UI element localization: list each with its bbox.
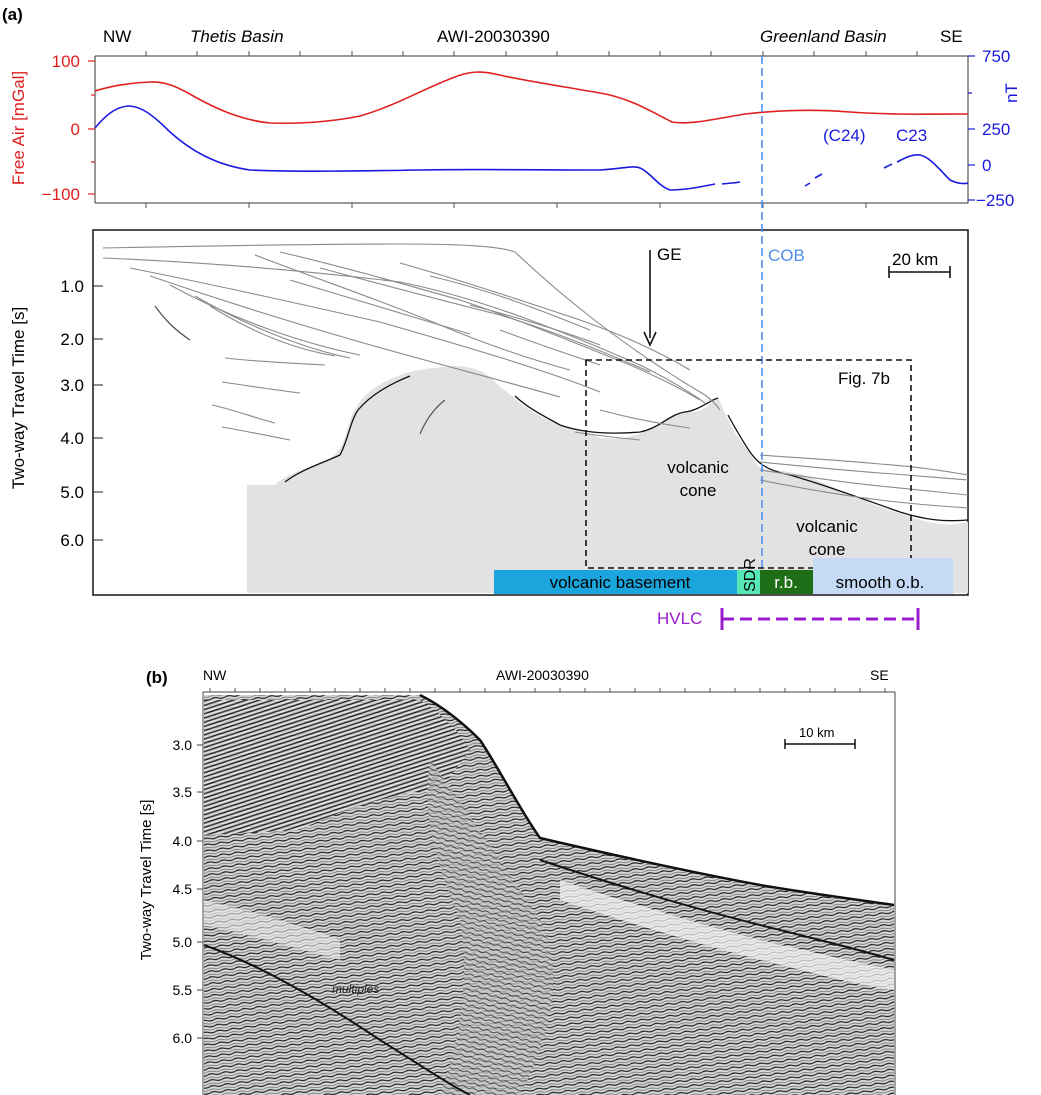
header-se: SE	[940, 27, 963, 46]
sediment-reflectors	[102, 243, 969, 509]
gravity-axis-title: Free Air [mGal]	[9, 71, 28, 185]
gravity-tick-100: 100	[52, 52, 80, 71]
panel-b-se: SE	[870, 667, 889, 683]
magnetic-axis: 750 250 0 −250 nT	[968, 47, 1021, 210]
magnetic-anomaly-segment-c24	[804, 173, 823, 187]
magnetic-tick-minus250: −250	[976, 191, 1014, 210]
section-tick-6: 6.0	[60, 531, 84, 550]
gravity-tick-0: 0	[71, 120, 80, 139]
seismic-tick-3-5: 3.5	[173, 784, 193, 800]
section-tick-1: 1.0	[60, 277, 84, 296]
hvlc-indicator: HVLC	[657, 608, 920, 630]
section-y-axis-title: Two-way Travel Time [s]	[9, 307, 28, 489]
fig-7b-inset-box	[585, 359, 912, 569]
seismic-y-axis: 3.0 3.5 4.0 4.5 5.0 5.5 6.0 Two-way Trav…	[138, 737, 203, 1046]
volcanic-cone-label-2-line1: volcanic	[796, 517, 858, 536]
magnetic-axis-title: nT	[1002, 83, 1021, 103]
seismic-light-band	[560, 880, 894, 990]
smooth-ob-box	[813, 558, 953, 594]
magnetic-tick-750: 750	[982, 47, 1010, 66]
rb-box	[760, 570, 813, 594]
intrabasement-reflector	[419, 399, 446, 435]
section-scale-bar: 20 km	[888, 250, 951, 278]
fig-7b-label: Fig. 7b	[838, 369, 890, 388]
ge-arrow: GE	[643, 245, 682, 347]
magnetic-anomaly-curve	[94, 105, 741, 191]
gravity-tick-minus100: −100	[42, 185, 80, 204]
seismic-section: 3.0 3.5 4.0 4.5 5.0 5.5 6.0 Two-way Trav…	[138, 688, 896, 1095]
basement-reflector	[284, 375, 969, 522]
seismic-upper-slope	[204, 700, 470, 835]
header-profile: AWI-20030390	[437, 27, 550, 46]
magnetic-tick-0: 0	[982, 156, 991, 175]
section-tick-2: 2.0	[60, 330, 84, 349]
section-tick-3: 3.0	[60, 376, 84, 395]
volcanic-cone-label-1-line2: cone	[680, 481, 717, 500]
ge-label: GE	[657, 245, 682, 264]
header-thetis-basin: Thetis Basin	[190, 27, 284, 46]
gravity-axis: 100 0 −100 Free Air [mGal]	[9, 52, 95, 204]
top-ticks	[145, 51, 918, 208]
header-nw: NW	[103, 27, 131, 46]
crustal-domain-bar: volcanic basement SDR r.b. smooth o.b.	[494, 558, 953, 594]
seismic-tick-3-0: 3.0	[173, 737, 193, 753]
seismic-tick-5-5: 5.5	[173, 982, 193, 998]
seismic-tick-6-0: 6.0	[173, 1030, 193, 1046]
seismic-basement-reflector	[539, 859, 895, 961]
section-scale-label: 20 km	[892, 250, 938, 269]
potential-field-panel: 100 0 −100 Free Air [mGal] 750 250 0 −25…	[9, 47, 1021, 210]
section-tick-5: 5.0	[60, 483, 84, 502]
acoustic-basement	[247, 366, 968, 593]
anomaly-label-c23: C23	[896, 126, 927, 145]
volcanic-basement-label: volcanic basement	[550, 573, 691, 592]
volcanic-cone-label-2-line2: cone	[809, 540, 846, 559]
seismic-scale-label: 10 km	[799, 725, 834, 740]
panel-a-label: (a)	[2, 5, 23, 24]
seismic-tick-5-0: 5.0	[173, 934, 193, 950]
seismic-ocean-floor	[419, 693, 895, 907]
volcanic-basement-box	[494, 570, 737, 594]
cob-label: COB	[768, 246, 805, 265]
section-y-axis: 1.0 2.0 3.0 4.0 5.0 6.0 Two-way Travel T…	[9, 277, 103, 550]
sdr-box	[737, 570, 760, 594]
sdr-label: SDR	[742, 558, 759, 592]
seismic-y-axis-title: Two-way Travel Time [s]	[138, 800, 155, 961]
seismic-scale-bar: 10 km	[780, 724, 860, 750]
hvlc-label: HVLC	[657, 609, 702, 628]
rb-label: r.b.	[774, 573, 798, 592]
seismic-multiple-reflector	[203, 944, 471, 1095]
anomaly-label-c24: (C24)	[823, 126, 866, 145]
smooth-ob-label: smooth o.b.	[836, 573, 925, 592]
seismic-tick-4-5: 4.5	[173, 881, 193, 897]
panel-b-nw: NW	[203, 667, 227, 683]
seismic-tick-4-0: 4.0	[173, 833, 193, 849]
free-air-gravity-curve	[94, 71, 969, 125]
seismic-deep-light-zone	[204, 900, 340, 960]
magnetic-anomaly-segment-c23	[883, 154, 969, 185]
deep-reflector	[154, 305, 191, 341]
panel-b-profile: AWI-20030390	[496, 667, 589, 683]
seismic-cone-zone	[427, 760, 554, 1095]
section-tick-4: 4.0	[60, 429, 84, 448]
header-greenland-basin: Greenland Basin	[760, 27, 887, 46]
panel-b-label: (b)	[146, 668, 168, 687]
interpreted-section: 1.0 2.0 3.0 4.0 5.0 6.0 Two-way Travel T…	[9, 56, 969, 596]
volcanic-cone-label-1-line1: volcanic	[667, 458, 729, 477]
multiples-label: multiples	[332, 982, 379, 996]
magnetic-tick-250: 250	[982, 120, 1010, 139]
